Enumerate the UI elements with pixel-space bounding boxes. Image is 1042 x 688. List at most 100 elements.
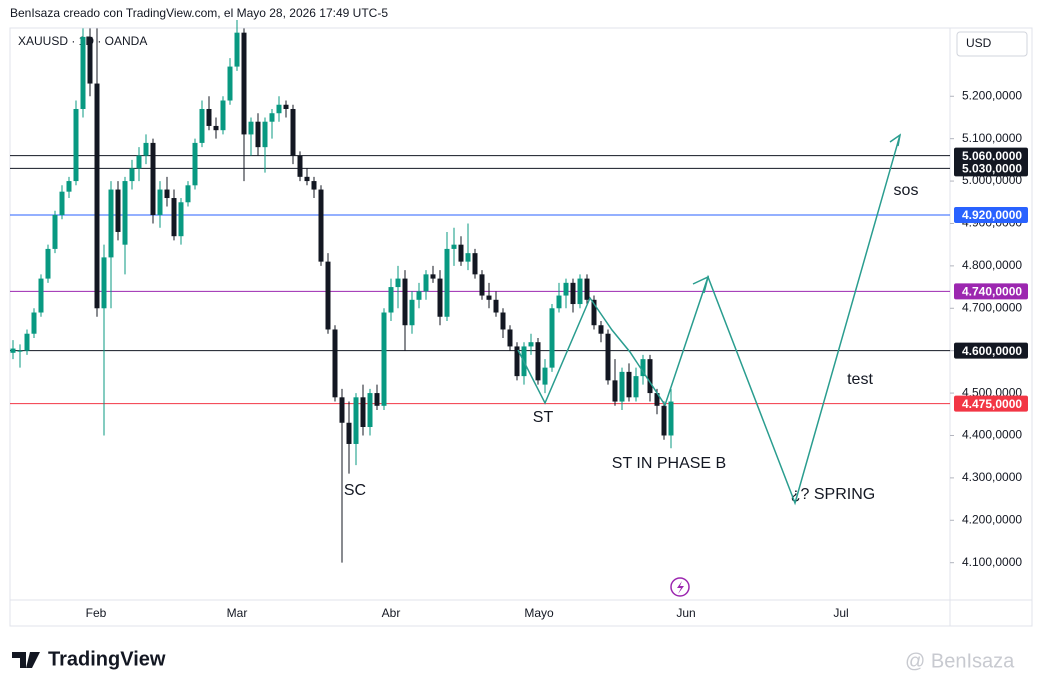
candle-body [612, 380, 618, 402]
candle-body [374, 393, 380, 406]
candle-body [227, 66, 233, 101]
candle-body [605, 333, 611, 381]
y-tick-label: 5.000,0000 [962, 173, 1022, 187]
level-tag [954, 395, 1028, 412]
candle-body [654, 393, 660, 406]
candle-body [325, 261, 331, 330]
candle-body [367, 393, 373, 428]
candle-body [556, 295, 562, 309]
candle-body [395, 278, 401, 288]
candle-body [528, 342, 534, 347]
candle-body [38, 278, 44, 313]
logo-mark [12, 652, 40, 668]
credit: BenIsaza creado con TradingView.com, el … [10, 6, 388, 20]
level-tag [954, 342, 1028, 359]
candle-body [66, 181, 72, 192]
candle-body [661, 405, 667, 436]
candle-body [360, 397, 366, 428]
x-tick-label: Abr [382, 606, 401, 620]
level-label: 4.475,0000 [962, 397, 1022, 411]
annotation: ST [533, 409, 554, 426]
candle-body [416, 291, 422, 300]
plot: 5.200,00005.100,00005.000,00004.900,0000… [10, 19, 1028, 620]
candle-body [73, 108, 79, 182]
candle-body [381, 312, 387, 406]
candle-body [388, 287, 394, 313]
candle-body [549, 308, 555, 368]
event-icon[interactable] [670, 577, 690, 597]
level-tag [954, 160, 1028, 177]
candle-body [52, 214, 58, 249]
candle-body [206, 108, 212, 126]
candle-body [136, 155, 142, 169]
x-tick-label: Mar [227, 606, 248, 620]
candle-body [150, 142, 156, 215]
annotation: ¿? SPRING [791, 486, 875, 503]
candle-body [640, 359, 646, 377]
y-tick-label: 4.100,0000 [962, 555, 1022, 569]
candle-body [234, 32, 240, 67]
candle-body [500, 312, 506, 330]
candle-body [563, 282, 569, 296]
candle-body [122, 181, 128, 245]
candle-body [535, 342, 541, 381]
level-label: 5.060,0000 [962, 149, 1022, 163]
candle-body [164, 189, 170, 199]
currency-button[interactable] [956, 31, 1028, 57]
arrow-head [692, 275, 710, 294]
level-label: 4.920,0000 [962, 208, 1022, 222]
candle-body [633, 376, 639, 398]
y-tick-label: 5.100,0000 [962, 131, 1022, 145]
candle-body [185, 185, 191, 203]
candle-body [437, 278, 443, 317]
y-tick-label: 4.800,0000 [962, 258, 1022, 272]
candle-body [514, 346, 520, 377]
candle-body [444, 248, 450, 317]
candle-body [577, 278, 583, 305]
candle-body [269, 113, 275, 122]
candle-body [591, 299, 597, 326]
candle-body [248, 121, 254, 135]
candle-body [24, 333, 30, 351]
level-label: 5.030,0000 [962, 162, 1022, 176]
candle-body [647, 359, 653, 394]
candle-body [129, 168, 135, 182]
annotation: sos [894, 182, 919, 199]
candle-body [598, 325, 604, 334]
candle-body [241, 32, 247, 135]
candle-body [178, 202, 184, 237]
candle-body [290, 108, 296, 156]
candle-body [143, 142, 149, 156]
x-tick-label: Feb [86, 606, 107, 620]
candle-body [171, 198, 177, 237]
candle-body [668, 401, 674, 436]
candle-body [542, 367, 548, 385]
candle-body [115, 189, 121, 232]
candle-body [213, 125, 219, 131]
candle-body [465, 253, 471, 262]
candle-body [318, 189, 324, 262]
candle-body [94, 83, 100, 309]
x-tick-label: Mayo [524, 606, 554, 620]
candle-body [80, 36, 86, 109]
level-label: 4.740,0000 [962, 284, 1022, 298]
candle-body [626, 371, 632, 398]
candle-body [619, 371, 625, 402]
candle-body [304, 176, 310, 182]
candle-body [283, 104, 289, 109]
candle-body [101, 257, 107, 309]
candle-body [402, 278, 408, 326]
currency: USD [966, 36, 992, 50]
candle-body [108, 189, 114, 258]
candle-body [430, 274, 436, 279]
candle-body [584, 278, 590, 300]
candle-body [472, 253, 478, 275]
brand: TradingView [48, 648, 166, 670]
candle-body [220, 100, 226, 131]
candle-body [507, 329, 513, 347]
candle-body [276, 104, 282, 114]
candle-body [353, 397, 359, 444]
annotation: test [847, 371, 873, 388]
candle-body [17, 350, 23, 352]
